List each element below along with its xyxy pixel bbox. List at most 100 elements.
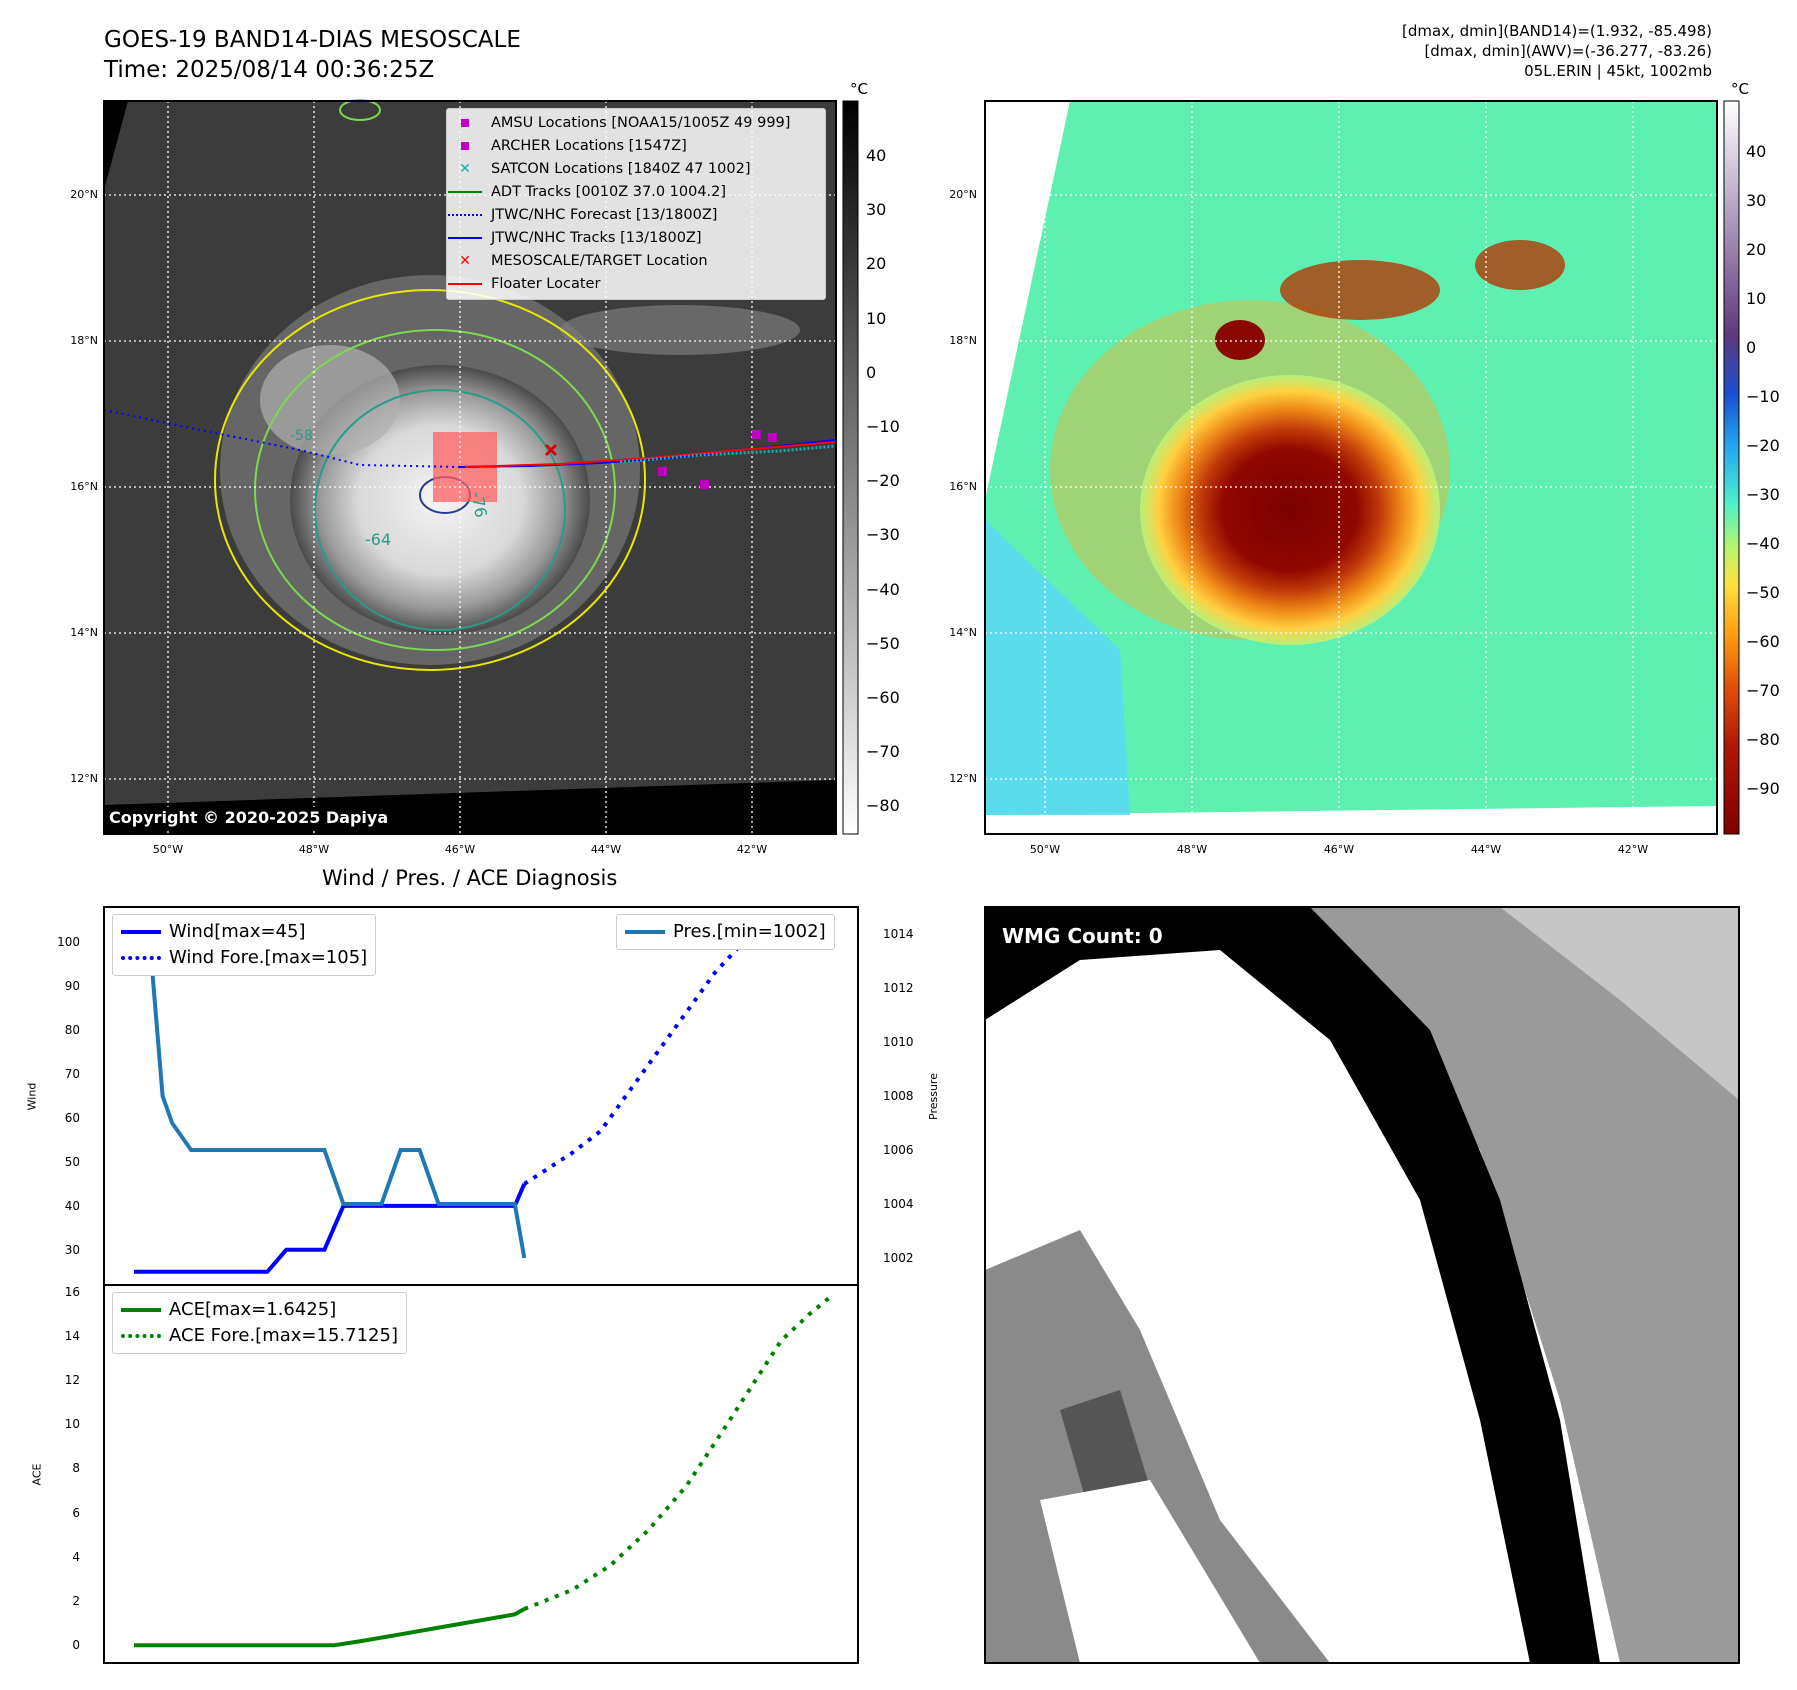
wmg-count-label: WMG Count: 0 — [994, 921, 1171, 951]
contour-label-64: -64 — [365, 530, 392, 549]
chart-time: Time: 2025/08/14 00:36:25Z — [104, 57, 435, 83]
color-colorbar-tick: 40 — [1746, 142, 1767, 161]
ir-legend-swatch — [447, 207, 483, 223]
pressure-ytick: 1004 — [883, 1197, 914, 1211]
ace-legend-item: ACE[max=1.6425] — [121, 1297, 398, 1323]
contour-label-58: -58 — [290, 428, 313, 444]
color-field-southwest — [985, 520, 1130, 815]
ir-lat-label: 18°N — [70, 334, 98, 347]
ir-legend-item: JTWC/NHC Forecast [13/1800Z] — [447, 207, 717, 223]
ir-lat-label: 14°N — [70, 626, 98, 639]
series-line-pres- — [134, 932, 527, 1259]
ace-ytick: 12 — [64, 1373, 80, 1388]
ir-lon-label: 48°W — [298, 843, 330, 856]
ir-colorbar-tick: 10 — [866, 308, 887, 328]
ir-legend-item: AMSU Locations [NOAA15/1005Z 49 999] — [447, 115, 790, 131]
ir-legend-item: ✕ MESOSCALE/TARGET Location — [447, 253, 708, 269]
pressure-ytick: 1002 — [883, 1251, 914, 1265]
color-colorbar-tick: −60 — [1746, 632, 1780, 651]
ir-unit: °C — [850, 80, 868, 98]
series-line-ace-fore- — [523, 1296, 831, 1611]
color-lat-label: 12°N — [949, 772, 977, 785]
ir-legend-item: ADT Tracks [0010Z 37.0 1004.2] — [447, 184, 726, 200]
wind-fore-legend-item: Wind Fore.[max=105] — [121, 945, 367, 971]
ir-legend-label: SATCON Locations [1840Z 47 1002] — [491, 161, 751, 177]
target-marker — [544, 443, 558, 457]
series-line-ace — [134, 1607, 526, 1648]
ir-frame — [103, 100, 837, 835]
ace-ytick: 0 — [72, 1638, 80, 1653]
color-lon-label: 42°W — [1617, 843, 1649, 856]
ace-legend: ACE[max=1.6425] ACE Fore.[max=15.7125] — [112, 1292, 407, 1354]
color-cloud-north — [1280, 260, 1440, 320]
ir-gridlines — [104, 101, 836, 834]
ir-colorbar-tick: 30 — [866, 200, 887, 220]
color-colorbar-tick: −40 — [1746, 534, 1780, 553]
ir-lat-label: 16°N — [70, 480, 98, 493]
color-colorbar-tick: −30 — [1746, 485, 1780, 504]
wind-legend-item: Wind[max=45] — [121, 919, 367, 945]
series-line-wind-fore- — [523, 918, 820, 1186]
color-colorbar-tick: −90 — [1746, 779, 1780, 798]
ace-ytick: 16 — [64, 1284, 80, 1299]
ace-fore-legend-label: ACE Fore.[max=15.7125] — [169, 1325, 398, 1346]
ace-ytick: 6 — [72, 1505, 80, 1520]
ir-colorbar-tick: −40 — [866, 579, 900, 599]
ir-legend-label: MESOSCALE/TARGET Location — [491, 253, 708, 269]
satcon-track — [619, 444, 837, 464]
contour-yellow — [214, 289, 646, 671]
ir-legend-swatch — [447, 184, 483, 200]
color-colorbar — [1723, 100, 1740, 835]
wind-legend: Wind[max=45] Wind Fore.[max=105] — [112, 914, 377, 976]
ace-legend-label: ACE[max=1.6425] — [169, 1299, 337, 1320]
ir-lon-label: 42°W — [736, 843, 768, 856]
ir-lat-label: 20°N — [70, 188, 98, 201]
series-line-wind — [134, 1183, 527, 1274]
ir-legend-swatch — [447, 138, 483, 154]
color-lon-label: 44°W — [1470, 843, 1502, 856]
ir-lon-label: 50°W — [152, 843, 184, 856]
ir-legend-label: ADT Tracks [0010Z 37.0 1004.2] — [491, 184, 727, 200]
ir-colorbar-tick: 0 — [866, 362, 877, 382]
contour-green — [254, 329, 616, 651]
color-lat-label: 16°N — [949, 480, 977, 493]
wmg-black-ring — [985, 907, 1600, 1663]
ir-colorbar-tick: −30 — [866, 525, 900, 545]
ace-ytick: 4 — [72, 1549, 80, 1564]
ir-colorbar-tick: −10 — [866, 417, 900, 436]
color-colorbar-tick: −20 — [1746, 436, 1780, 455]
color-colorbar-tick: 0 — [1746, 338, 1757, 357]
ir-cloud-east — [560, 305, 800, 355]
ir-legend-swatch — [447, 276, 483, 292]
floater-track — [464, 441, 837, 468]
ir-lon-label: 46°W — [444, 843, 476, 856]
ir-cloud-band — [260, 345, 400, 455]
ir-legend-item: Floater Locater — [447, 276, 600, 292]
ir-legend-item: JTWC/NHC Tracks [13/1800Z] — [447, 230, 702, 246]
ir-colorbar-tick: 40 — [866, 146, 887, 165]
color-lon-label: 48°W — [1176, 843, 1208, 856]
wind-ytick: 40 — [64, 1198, 80, 1213]
color-cloud-core — [1140, 375, 1440, 645]
ace-frame — [103, 1284, 859, 1664]
ace-fore-legend-item: ACE Fore.[max=15.7125] — [121, 1323, 398, 1349]
ace-ytick: 10 — [64, 1417, 80, 1432]
pres-legend-label: Pres.[min=1002] — [673, 921, 826, 942]
color-colorbar-tick: −70 — [1746, 681, 1780, 700]
pressure-ytick: 1006 — [883, 1143, 914, 1157]
ir-legend-swatch: ✕ — [459, 253, 471, 269]
color-colorbar-tick: −50 — [1746, 583, 1780, 602]
wmg-frame — [984, 906, 1740, 1664]
color-lat-label: 20°N — [949, 188, 977, 201]
ir-colorbar-tick: −20 — [866, 471, 900, 491]
wind-ytick: 80 — [64, 1023, 80, 1038]
pressure-ytick: 1012 — [883, 981, 914, 995]
wind-legend-label: Wind[max=45] — [169, 921, 306, 942]
ir-colorbar-tick: −50 — [866, 633, 900, 653]
color-unit: °C — [1731, 80, 1749, 98]
wind-ytick: 30 — [64, 1242, 80, 1257]
color-colorbar-tick: −10 — [1746, 387, 1780, 406]
ir-colorbar-tick: −60 — [866, 688, 900, 707]
color-cloud-spot — [1215, 320, 1265, 360]
